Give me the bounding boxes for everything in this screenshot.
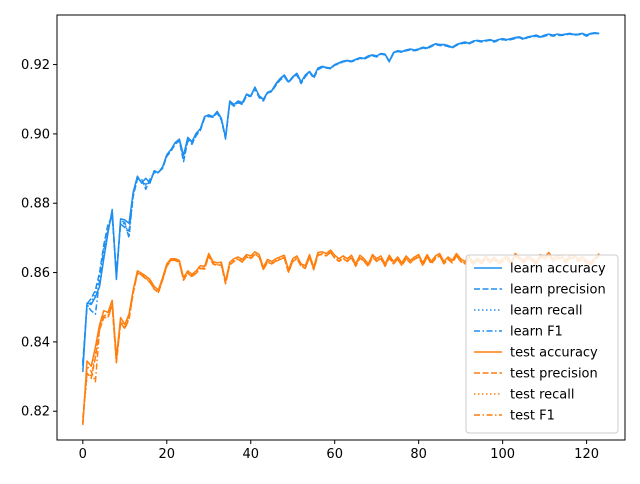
y-tick-label: 0.88 [21, 197, 50, 212]
legend-item: test recall [474, 388, 575, 403]
y-tick-label: 0.86 [21, 266, 50, 281]
x-tick-label: 40 [242, 447, 259, 462]
legend-label: test recall [510, 388, 575, 403]
legend-label: test F1 [510, 409, 555, 424]
x-tick-label: 0 [79, 447, 87, 462]
legend-label: test accuracy [510, 346, 598, 361]
series-line-learn-F1 [82, 32, 600, 365]
legend-label: test precision [510, 367, 598, 382]
series-line-test-F1 [82, 251, 600, 424]
y-axis: 0.82 0.84 0.86 0.88 0.90 0.92 [21, 58, 57, 420]
x-tick-label: 20 [159, 447, 176, 462]
legend-label: learn recall [510, 304, 582, 319]
legend-item: learn F1 [474, 325, 563, 340]
y-tick-label: 0.92 [21, 58, 50, 73]
x-tick-label: 60 [326, 447, 343, 462]
legend-item: learn precision [474, 283, 606, 298]
y-tick-label: 0.84 [21, 335, 50, 350]
legend-frame [465, 254, 619, 434]
legend-item: test F1 [474, 409, 555, 424]
legend-item: learn recall [474, 304, 582, 319]
legend-item: test accuracy [474, 346, 598, 361]
x-tick-label: 100 [490, 447, 515, 462]
legend-item: test precision [474, 367, 598, 382]
plot-frame [56, 14, 626, 441]
y-tick-label: 0.82 [21, 405, 50, 420]
series-layer [82, 31, 600, 426]
x-tick-label: 80 [410, 447, 427, 462]
x-axis: 0 20 40 60 80 100 120 [79, 440, 599, 462]
y-tick-label: 0.90 [21, 127, 50, 142]
legend-item: learn accuracy [474, 262, 606, 277]
legend: learn accuracy learn precision learn recal… [465, 254, 619, 434]
legend-label: learn precision [510, 283, 606, 298]
x-tick-label: 120 [574, 447, 599, 462]
legend-label: learn F1 [510, 325, 563, 340]
legend-label: learn accuracy [510, 262, 606, 277]
